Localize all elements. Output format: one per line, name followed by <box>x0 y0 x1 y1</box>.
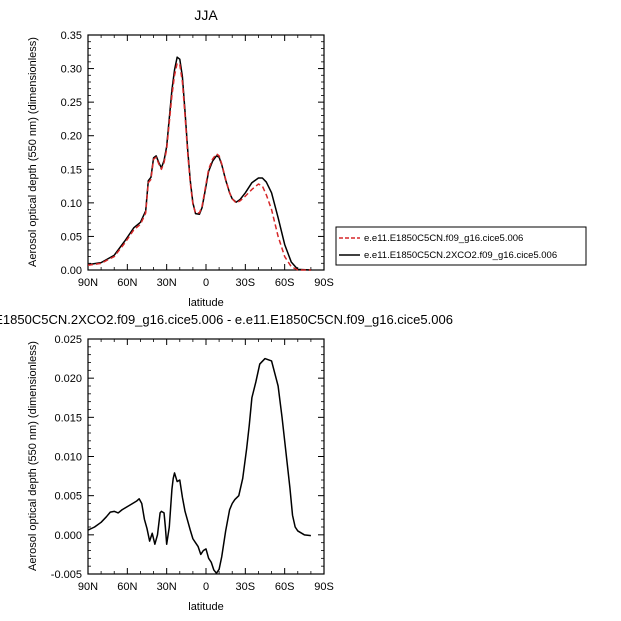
top-ytick-label: 0.20 <box>61 131 82 143</box>
bottom-x-axis-label: latitude <box>188 601 223 613</box>
bottom-xtick-label: 90S <box>314 581 334 593</box>
bottom-series-line-0 <box>87 357 311 574</box>
top-axis-ticks: 90N 60N 30N 0 30S 60S 90S 0.00 0.05 0.10 0.15 0.20 0… <box>61 30 334 289</box>
legend-box <box>335 226 587 266</box>
legend: e.e11.E1850C5CN.f09_g16.cice5.006 e.e11.… <box>335 226 587 266</box>
bottom-xtick-label: 0 <box>203 581 209 593</box>
bottom-chart-panel: e.e11.E1850C5CN.2XCO2.f09_g16.cice5.006 … <box>0 312 453 613</box>
top-plot-frame <box>87 34 325 271</box>
top-ytick-label: 0.00 <box>61 265 82 277</box>
top-ytick-label: 0.10 <box>61 198 82 210</box>
bottom-ytick-label: 0.005 <box>54 491 82 503</box>
bottom-xtick-label: 30N <box>157 581 177 593</box>
bottom-ytick-label: 0.020 <box>54 373 82 385</box>
bottom-ytick-label: 0.015 <box>54 412 82 424</box>
bottom-ytick-label: 0.025 <box>54 334 82 346</box>
top-series-line-1 <box>87 56 311 271</box>
top-xtick-label: 30S <box>236 277 256 289</box>
top-ytick-label: 0.15 <box>61 164 82 176</box>
bottom-y-axis-label: Aerosol optical depth (550 nm) (dimensio… <box>27 341 39 571</box>
bottom-xtick-label: 90N <box>78 581 98 593</box>
legend-label-2xco2: e.e11.E1850C5CN.2XCO2.f09_g16.cice5.006 <box>364 250 557 261</box>
bottom-axis-ticks: 90N 60N 30N 0 30S 60S 90S -0.005 0.000 0.005 0.010… <box>51 334 334 593</box>
top-ytick-label: 0.35 <box>61 30 82 42</box>
top-ytick-label: 0.05 <box>61 231 82 243</box>
top-y-axis-label: Aerosol optical depth (550 nm) (dimensio… <box>27 37 39 267</box>
top-xtick-label: 60S <box>275 277 295 289</box>
top-ytick-label: 0.30 <box>61 64 82 76</box>
top-series-line-0 <box>87 62 311 271</box>
bottom-ytick-label: 0.010 <box>54 452 82 464</box>
top-xtick-label: 90N <box>78 277 98 289</box>
bottom-chart-title: e.e11.E1850C5CN.2XCO2.f09_g16.cice5.006 … <box>0 312 453 327</box>
top-series-group <box>87 56 311 271</box>
top-ytick-label: 0.25 <box>61 97 82 109</box>
bottom-plot-frame <box>87 338 325 575</box>
top-xtick-label: 0 <box>203 277 209 289</box>
bottom-ytick-label: 0.000 <box>54 530 82 542</box>
top-x-axis-label: latitude <box>188 297 223 309</box>
bottom-xtick-label: 60N <box>117 581 137 593</box>
bottom-series-group <box>87 357 311 574</box>
bottom-xtick-label: 30S <box>236 581 256 593</box>
top-xtick-label: 60N <box>117 277 137 289</box>
top-xtick-label: 90S <box>314 277 334 289</box>
bottom-xtick-label: 60S <box>275 581 295 593</box>
top-chart-title: JJA <box>194 7 218 23</box>
bottom-ytick-label: -0.005 <box>51 569 82 581</box>
top-xtick-label: 30N <box>157 277 177 289</box>
top-chart-panel: JJA 90N 60N 30N 0 30S 60S 90S 0.00 0.05 0.10 0.15 0… <box>27 7 334 309</box>
legend-label-control: e.e11.E1850C5CN.f09_g16.cice5.006 <box>364 233 523 244</box>
